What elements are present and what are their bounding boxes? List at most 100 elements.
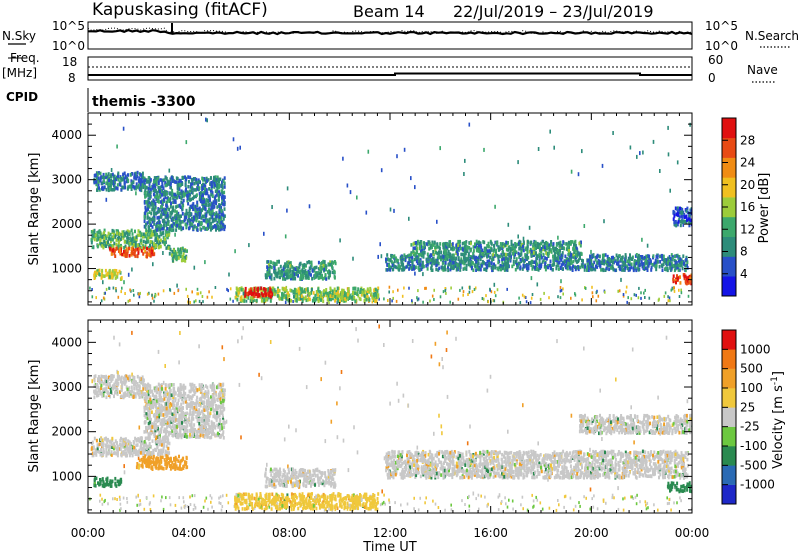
heatmap-cell	[161, 205, 163, 209]
heatmap-cell	[151, 294, 153, 297]
heatmap-cell	[534, 266, 536, 270]
heatmap-cell	[351, 297, 353, 301]
heatmap-cell	[212, 220, 214, 224]
heatmap-cell	[218, 204, 220, 208]
heatmap-cell	[504, 244, 506, 248]
heatmap-cell	[515, 260, 517, 264]
heatmap-cell	[99, 500, 101, 503]
heatmap-cell	[182, 227, 184, 231]
heatmap-cell	[117, 183, 119, 187]
heatmap-cell	[368, 150, 370, 154]
heatmap-cell	[396, 300, 398, 303]
heatmap-cell	[317, 293, 319, 297]
heatmap-cell	[389, 268, 391, 272]
heatmap-cell	[211, 296, 213, 299]
heatmap-cell	[506, 248, 508, 252]
heatmap-cell	[101, 498, 103, 501]
heatmap-cell	[563, 506, 565, 509]
heatmap-cell	[220, 221, 222, 225]
heatmap-cell	[488, 242, 490, 246]
heatmap-cell	[676, 213, 678, 217]
heatmap-cell	[125, 249, 127, 253]
heatmap-cell	[489, 288, 491, 291]
heatmap-cell	[104, 499, 106, 502]
heatmap-cell	[653, 140, 655, 144]
heatmap-cell	[154, 202, 156, 206]
heatmap-cell	[155, 237, 157, 241]
heatmap-cell	[529, 226, 531, 230]
heatmap-cell	[166, 227, 168, 231]
heatmap-cell	[171, 228, 173, 232]
heatmap-cell	[597, 507, 599, 510]
heatmap-cell	[241, 336, 243, 340]
colorbar-tick-label: 16	[740, 200, 755, 214]
heatmap-cell	[672, 278, 674, 282]
heatmap-cell	[114, 185, 116, 189]
heatmap-cell	[344, 291, 346, 295]
heatmap-cell	[298, 291, 300, 295]
heatmap-cell	[256, 299, 258, 303]
heatmap-cell	[145, 228, 147, 232]
heatmap-cell	[679, 281, 681, 285]
heatmap-cell	[605, 502, 607, 505]
y-tick-label: 4000	[51, 128, 82, 142]
heatmap-cell	[159, 186, 161, 190]
heatmap-cell	[447, 395, 449, 399]
heatmap-cell	[118, 236, 120, 240]
heatmap-cell	[216, 205, 218, 209]
heatmap-cell	[414, 272, 416, 276]
heatmap-cell	[223, 179, 225, 183]
heatmap-cell	[146, 241, 148, 245]
heatmap-cell	[357, 339, 359, 343]
heatmap-cell	[113, 287, 115, 290]
heatmap-cell	[131, 238, 133, 242]
heatmap-cell	[179, 183, 181, 187]
heatmap-cell	[223, 203, 225, 207]
heatmap-cell	[273, 267, 275, 271]
heatmap-cell	[410, 253, 412, 257]
heatmap-cell	[269, 265, 271, 269]
heatmap-cell	[285, 234, 287, 238]
heatmap-cell	[246, 292, 248, 296]
heatmap-cell	[257, 294, 259, 298]
heatmap-cell	[153, 180, 155, 184]
heatmap-cell	[505, 262, 507, 266]
heatmap-cell	[189, 176, 191, 180]
heatmap-cell	[194, 494, 196, 497]
heatmap-cell	[592, 295, 594, 298]
heatmap-cell	[438, 506, 440, 509]
heatmap-cell	[510, 249, 512, 253]
heatmap-cell	[155, 244, 157, 248]
heatmap-cell	[158, 210, 160, 214]
heatmap-cell	[511, 265, 513, 269]
heatmap-cell	[317, 298, 319, 302]
heatmap-cell	[223, 214, 225, 218]
heatmap-cell	[191, 222, 193, 226]
noise-panel: N.Sky 10^5 10^0 10^5 10^0 N.Search	[2, 19, 799, 53]
heatmap-cell	[584, 268, 586, 272]
heatmap-cell	[422, 261, 424, 265]
heatmap-cell	[626, 301, 628, 304]
heatmap-cell	[350, 190, 352, 194]
heatmap-cell	[618, 254, 620, 258]
heatmap-cell	[413, 507, 415, 510]
heatmap-cell	[463, 172, 465, 176]
heatmap-cell	[263, 232, 265, 236]
heatmap-cell	[483, 148, 485, 152]
heatmap-cell	[114, 249, 116, 253]
heatmap-cell	[596, 299, 598, 302]
heatmap-cell	[508, 223, 510, 227]
heatmap-cell	[474, 265, 476, 269]
heatmap-cell	[484, 248, 486, 252]
heatmap-cell	[492, 253, 494, 257]
heatmap-cell	[320, 298, 322, 302]
heatmap-cell	[285, 273, 287, 277]
heatmap-cell	[419, 247, 421, 251]
heatmap-cell	[668, 152, 670, 156]
heatmap-cell	[337, 287, 339, 291]
heatmap-cell	[154, 176, 156, 180]
heatmap-cell	[503, 253, 505, 257]
heatmap-cell	[636, 155, 638, 159]
